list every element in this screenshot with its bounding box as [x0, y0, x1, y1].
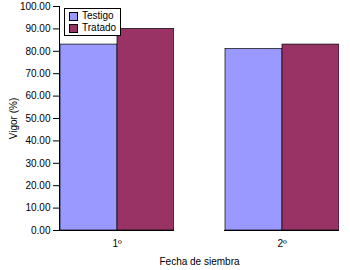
- svg-text:Fecha de siembra: Fecha de siembra: [159, 256, 239, 267]
- svg-text:2º: 2º: [277, 238, 287, 249]
- svg-text:0.00: 0.00: [31, 225, 51, 236]
- svg-text:90.00: 90.00: [25, 23, 50, 34]
- svg-text:60.00: 60.00: [25, 90, 50, 101]
- svg-text:Vigor (%): Vigor (%): [8, 98, 19, 140]
- svg-text:20.00: 20.00: [25, 180, 50, 191]
- svg-text:80.00: 80.00: [25, 46, 50, 57]
- svg-text:70.00: 70.00: [25, 68, 50, 79]
- html-text:Tratado: Tratado: [82, 22, 117, 33]
- svg-text:30.00: 30.00: [25, 158, 50, 169]
- svg-text:10.00: 10.00: [25, 202, 50, 213]
- svg-text:40.00: 40.00: [25, 135, 50, 146]
- svg-text:50.00: 50.00: [25, 113, 50, 124]
- svg-text:100.00: 100.00: [20, 1, 51, 12]
- html-text:Testigo: Testigo: [82, 10, 114, 21]
- svg-text:1º: 1º: [112, 238, 122, 249]
